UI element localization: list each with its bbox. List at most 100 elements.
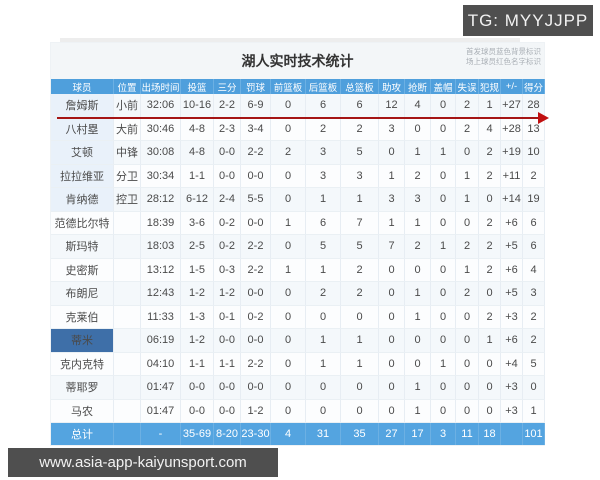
stat-cell: [114, 329, 141, 353]
stat-cell: 2-5: [181, 235, 214, 259]
stat-cell: 1: [341, 329, 379, 353]
website-url-badge: www.asia-app-kaiyunsport.com: [8, 448, 278, 477]
stat-cell: 1: [456, 188, 479, 212]
stat-cell: 0: [271, 188, 306, 212]
stat-cell: 0: [405, 117, 431, 141]
stat-cell: 0-0: [241, 282, 271, 306]
stats-panel: 湖人实时技术统计 首发球员蓝色背景标识 场上球员红色名字标识 球员 位置 出场时间投…: [50, 42, 545, 446]
stat-cell: 0: [271, 94, 306, 118]
stat-cell: 2: [456, 282, 479, 306]
stat-cell: 0: [405, 329, 431, 353]
stat-cell: 3: [523, 282, 545, 306]
stat-cell: 3: [306, 164, 341, 188]
stat-cell: 01:47: [141, 376, 181, 400]
stat-cell: 1-3: [181, 305, 214, 329]
column-header: 三分: [214, 79, 241, 94]
stat-cell: 30:08: [141, 141, 181, 165]
column-header: 出场时间: [141, 79, 181, 94]
stat-cell: +6: [501, 329, 523, 353]
stat-cell: 0: [456, 376, 479, 400]
stat-cell: 1: [306, 352, 341, 376]
stat-cell: 1: [456, 258, 479, 282]
table-row: 八村塁 大前 30:46 4-8 2-3 3-4 0 2 2 3 0 0 2 4 +28 13: [51, 117, 545, 141]
stat-cell: 2: [479, 211, 501, 235]
stat-cell: +19: [501, 141, 523, 165]
stat-cell: 0: [271, 305, 306, 329]
stat-cell: 2: [306, 117, 341, 141]
player-name-cell: 范德比尔特: [51, 211, 114, 235]
stat-cell: 2-2: [241, 141, 271, 165]
stat-cell: 1: [306, 329, 341, 353]
stat-cell: 0-0: [214, 399, 241, 423]
stat-cell: 5: [341, 141, 379, 165]
stat-cell: 0: [341, 399, 379, 423]
total-label-cell: 总计: [51, 423, 114, 445]
stat-cell: 6-9: [241, 94, 271, 118]
stat-cell: 0: [479, 188, 501, 212]
player-name-cell: 艾顿: [51, 141, 114, 165]
table-row: 斯玛特 18:03 2-5 0-2 2-2 0 5 5 7 2 1 2 2 +5 6: [51, 235, 545, 259]
stat-cell: 0: [431, 329, 456, 353]
stat-cell: 0: [431, 376, 456, 400]
stat-cell: 3: [379, 188, 405, 212]
stats-legend: 首发球员蓝色背景标识 场上球员红色名字标识: [466, 47, 541, 67]
stat-cell: 0: [271, 117, 306, 141]
table-row: 布朗尼 12:43 1-2 1-2 0-0 0 2 2 0 1 0 2 0 +5 3: [51, 282, 545, 306]
stat-cell: 3-6: [181, 211, 214, 235]
stat-cell: 1: [479, 94, 501, 118]
stat-cell: 2-2: [214, 94, 241, 118]
stat-cell: [114, 376, 141, 400]
stat-cell: 0-0: [241, 329, 271, 353]
stat-cell: 1: [271, 258, 306, 282]
table-row: 肯纳德 控卫 28:12 6-12 2-4 5-5 0 1 1 3 3 0 1 0 +14 19: [51, 188, 545, 212]
stat-cell: 10-16: [181, 94, 214, 118]
stat-cell: +5: [501, 235, 523, 259]
table-row: 艾顿 中锋 30:08 4-8 0-0 2-2 2 3 5 0 1 1 0 2 +19 10: [51, 141, 545, 165]
stat-cell: 2-2: [241, 258, 271, 282]
stat-cell: [114, 211, 141, 235]
stat-cell: [114, 305, 141, 329]
stat-cell: [114, 282, 141, 306]
stat-cell: 4: [523, 258, 545, 282]
stat-cell: 0: [306, 399, 341, 423]
stat-cell: 控卫: [114, 188, 141, 212]
stat-cell: 3: [306, 141, 341, 165]
stat-cell: 0: [306, 376, 341, 400]
stat-cell: 6: [523, 211, 545, 235]
stat-cell: 6: [523, 235, 545, 259]
column-header: +/-: [501, 79, 523, 94]
stat-cell: 30:46: [141, 117, 181, 141]
stat-cell: 3: [341, 164, 379, 188]
stat-cell: 1-1: [181, 352, 214, 376]
stat-cell: 1-2: [181, 329, 214, 353]
stat-cell: +28: [501, 117, 523, 141]
stat-cell: 1: [456, 164, 479, 188]
stat-cell: 0-0: [241, 164, 271, 188]
stat-cell: 12: [379, 94, 405, 118]
player-name-cell: 蒂米: [51, 329, 114, 353]
stat-cell: 0: [456, 352, 479, 376]
stat-cell: 2: [341, 117, 379, 141]
table-row: 马农 01:47 0-0 0-0 1-2 0 0 0 0 1 0 0 0 +3 1: [51, 399, 545, 423]
stat-cell: 0: [341, 305, 379, 329]
stat-cell: 0-0: [214, 164, 241, 188]
column-header: 盖帽: [431, 79, 456, 94]
stat-cell: 2: [456, 117, 479, 141]
stat-cell: 2: [456, 235, 479, 259]
stat-cell: 2: [341, 258, 379, 282]
stat-cell: 28:12: [141, 188, 181, 212]
stat-cell: 0: [456, 211, 479, 235]
stat-cell: 0: [431, 164, 456, 188]
stat-cell: 2: [306, 282, 341, 306]
stat-cell: 0: [379, 329, 405, 353]
stat-cell: 0: [379, 399, 405, 423]
stat-cell: 1: [405, 282, 431, 306]
stat-cell: 2: [523, 305, 545, 329]
column-header: 犯规: [479, 79, 501, 94]
stat-cell: 1: [271, 211, 306, 235]
stat-cell: 1-5: [181, 258, 214, 282]
stat-cell: 0: [431, 258, 456, 282]
stat-cell: 2: [523, 329, 545, 353]
stat-cell: +14: [501, 188, 523, 212]
